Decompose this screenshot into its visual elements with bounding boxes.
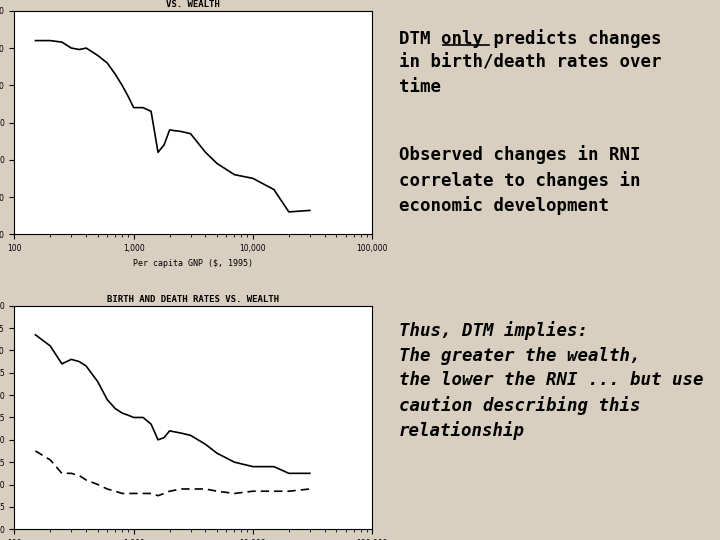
Title: NATURAL INCREASE IN POPULATION
VS. WEALTH: NATURAL INCREASE IN POPULATION VS. WEALT…: [112, 0, 274, 9]
X-axis label: Per capita GNP ($, 1995): Per capita GNP ($, 1995): [133, 259, 253, 267]
Text: DTM only predicts changes
in birth/death rates over
time: DTM only predicts changes in birth/death…: [399, 29, 662, 96]
Text: Observed changes in RNI
correlate to changes in
economic development: Observed changes in RNI correlate to cha…: [399, 145, 641, 215]
Title: BIRTH AND DEATH RATES VS. WEALTH: BIRTH AND DEATH RATES VS. WEALTH: [107, 295, 279, 303]
Text: Thus, DTM implies:
The greater the wealth,
the lower the RNI ... but use
caution: Thus, DTM implies: The greater the wealt…: [399, 321, 703, 441]
